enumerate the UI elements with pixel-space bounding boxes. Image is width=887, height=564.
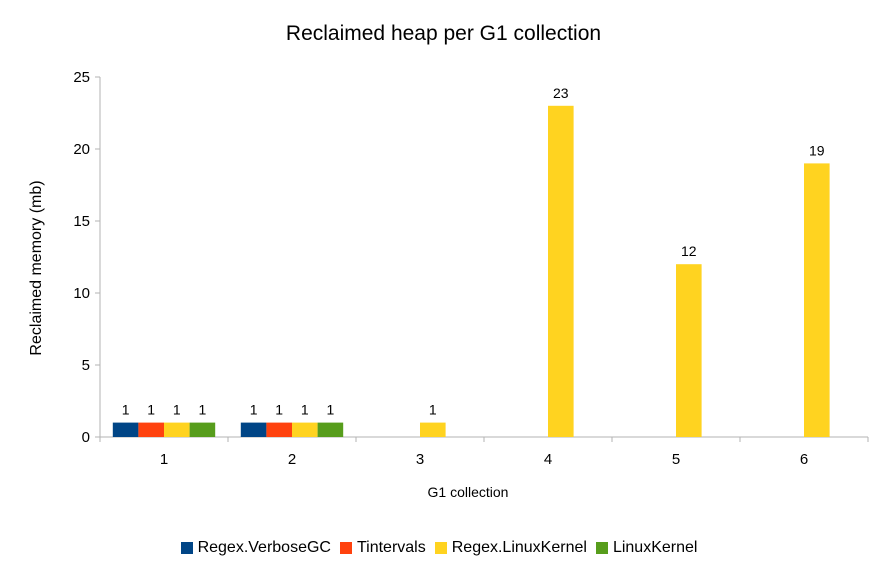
legend-swatch — [595, 542, 608, 554]
x-axis-title: G1 collection — [428, 484, 509, 500]
data-label: 23 — [553, 85, 569, 101]
legend-item: Regex.VerboseGC — [180, 539, 331, 557]
x-tick-label: 2 — [288, 451, 296, 468]
bar — [164, 422, 190, 437]
y-axis-title: Reclaimed memory (mb) — [28, 180, 45, 355]
y-tick-label: 20 — [73, 141, 90, 158]
bar — [804, 163, 830, 437]
legend: Regex.VerboseGC Tintervals Regex.LinuxKern… — [0, 539, 887, 557]
x-tick-label: 1 — [160, 451, 168, 468]
legend-swatch — [434, 542, 447, 554]
data-label: 1 — [147, 402, 155, 418]
bar — [548, 105, 574, 438]
legend-label: Regex.LinuxKernel — [451, 539, 587, 556]
data-label: 1 — [122, 402, 130, 418]
data-label: 1 — [275, 402, 283, 418]
bar — [317, 422, 344, 437]
legend-item: Tintervals — [339, 539, 426, 557]
data-label: 1 — [199, 402, 207, 418]
y-tick-label: 0 — [82, 429, 90, 446]
legend-item: LinuxKernel — [595, 539, 698, 557]
y-tick-label: 25 — [73, 69, 90, 86]
x-tick-label: 3 — [416, 451, 424, 468]
legend-item: Regex.LinuxKernel — [434, 539, 587, 557]
data-label: 1 — [250, 402, 258, 418]
data-label: 1 — [429, 402, 437, 418]
data-labels: 1 1 1 1 1 1 1 23 12 19 1 1 — [122, 85, 825, 418]
y-tick-label: 15 — [73, 213, 90, 230]
data-label: 12 — [681, 243, 697, 259]
bar — [676, 264, 702, 437]
bar — [292, 422, 318, 437]
legend-label: Regex.VerboseGC — [197, 539, 331, 556]
bar — [112, 422, 139, 437]
data-label: 1 — [173, 402, 181, 418]
y-tick-label: 5 — [82, 357, 90, 374]
data-label: 1 — [301, 402, 309, 418]
y-tick-label: 10 — [73, 285, 90, 302]
x-tick-label: 4 — [544, 451, 552, 468]
bar — [266, 422, 292, 437]
bar — [189, 422, 216, 437]
bars — [112, 105, 830, 438]
legend-label: LinuxKernel — [612, 539, 698, 556]
data-label: 19 — [809, 142, 825, 158]
legend-label: Tintervals — [356, 539, 426, 556]
data-label: 1 — [327, 402, 335, 418]
x-tick-label: 6 — [800, 451, 808, 468]
legend-swatch — [339, 542, 352, 554]
legend-swatch — [180, 542, 193, 554]
chart-title: Reclaimed heap per G1 collection — [285, 22, 602, 45]
bar — [240, 422, 267, 437]
bar — [420, 422, 446, 437]
x-tick-label: 5 — [672, 451, 680, 468]
bar — [138, 422, 164, 437]
